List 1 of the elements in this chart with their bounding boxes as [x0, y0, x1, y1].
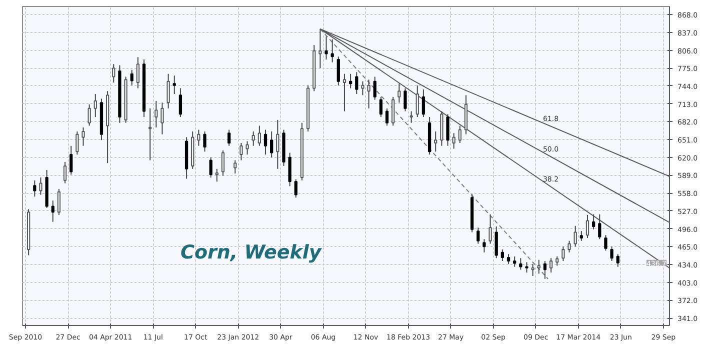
text: Corn, Weekly — [180, 242, 323, 264]
